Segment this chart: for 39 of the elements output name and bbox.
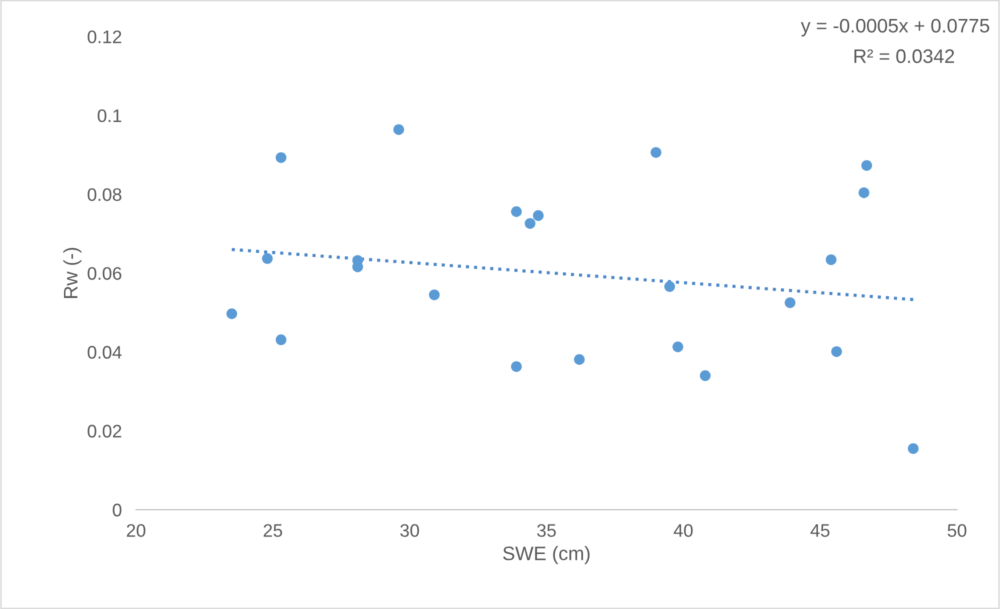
y-tick-label: 0.04 (88, 346, 122, 359)
y-tick-label: 0.1 (98, 109, 122, 122)
point (428, 289, 440, 300)
y-tick-label: 0 (112, 504, 122, 516)
point (861, 160, 872, 171)
point (826, 254, 836, 266)
point (574, 354, 585, 365)
point (226, 308, 238, 320)
point (650, 147, 662, 158)
point (532, 210, 544, 221)
point (664, 281, 676, 292)
x-tick-label: 35 (537, 524, 556, 537)
y-tick-label: 0.12 (88, 30, 122, 44)
x-tick-label: 25 (264, 524, 282, 537)
y-tick-label: 0.02 (88, 424, 122, 438)
point (831, 346, 842, 357)
point (262, 253, 273, 264)
point (858, 187, 870, 198)
y-axis-title: Rw (-) (63, 248, 82, 298)
point (393, 124, 404, 135)
point (908, 443, 919, 454)
y-tick-label: 0.08 (88, 188, 122, 201)
y-tick-label: 0.06 (88, 267, 122, 280)
point (276, 334, 286, 346)
text: y = -0.0005x + 0.0775 (800, 18, 990, 36)
point (511, 361, 522, 372)
x-tick-label: 20 (126, 524, 146, 537)
x-axis-title: SWE (cm) (503, 546, 590, 564)
x-tick-label: 45 (810, 524, 830, 537)
point (672, 341, 684, 352)
x-tick-label: 40 (674, 524, 693, 537)
point (700, 370, 711, 382)
point (524, 218, 536, 229)
point (784, 297, 796, 308)
point (276, 152, 286, 163)
x-tick-label: 30 (400, 524, 420, 537)
annotation: R² = 0.0342 (854, 49, 954, 64)
x-tick-label: 50 (948, 524, 966, 537)
point (511, 206, 522, 217)
